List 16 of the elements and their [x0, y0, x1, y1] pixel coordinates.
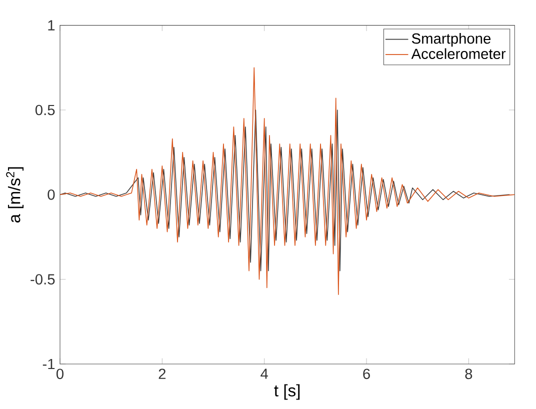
y-tick-label: 0.5 [35, 104, 55, 116]
x-tick-label: 4 [260, 368, 268, 379]
x-axis-title: t [s] [274, 384, 300, 400]
legend-label: Accelerometer [411, 48, 506, 59]
legend-label: Smartphone [412, 32, 491, 46]
y-tick-label: 0 [48, 189, 55, 200]
y-tick-label: -1 [42, 358, 55, 369]
x-tick-label: 0 [56, 368, 64, 379]
y-tick-label: -0.5 [30, 274, 55, 284]
x-tick-label: 2 [158, 368, 166, 379]
x-tick-label: 8 [465, 368, 472, 379]
line-series [60, 67, 515, 295]
y-tick-label: 1 [48, 20, 55, 30]
x-tick-label: 6 [363, 368, 370, 379]
y-axis-title: a [m/s$^{2}$] [6, 167, 24, 222]
line-series [60, 109, 510, 272]
